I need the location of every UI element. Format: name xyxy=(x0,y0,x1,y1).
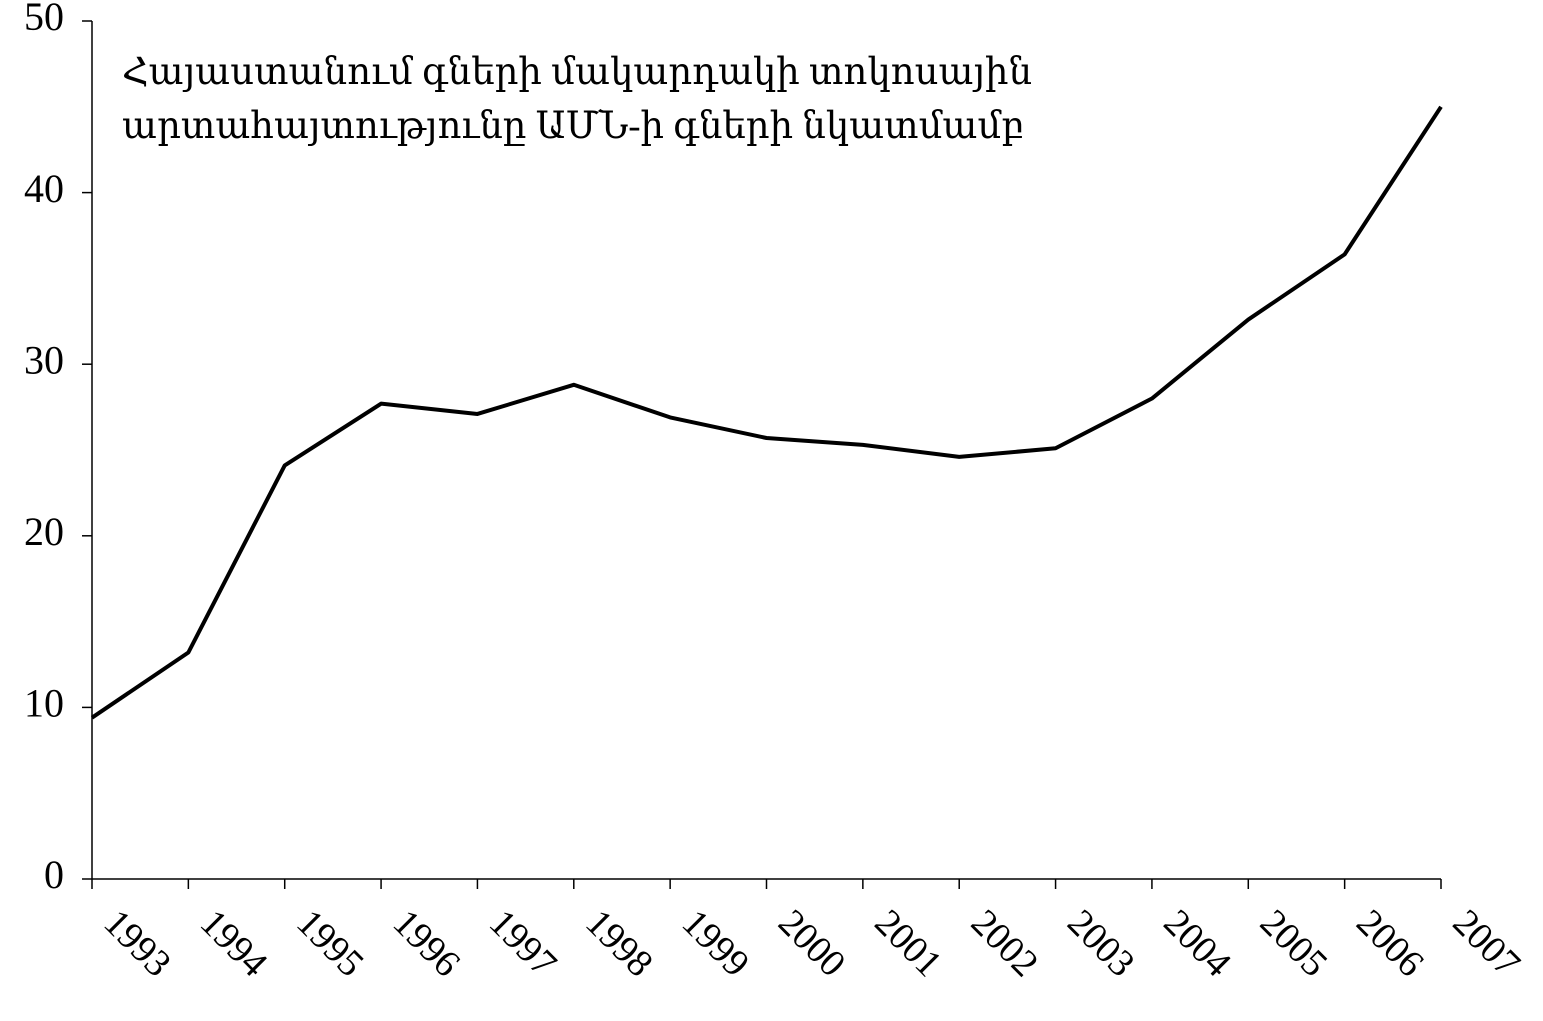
y-tick-label: 40 xyxy=(24,166,64,211)
x-tick-label: 1996 xyxy=(385,902,468,985)
x-tick-label: 2002 xyxy=(963,902,1046,985)
y-tick-label: 50 xyxy=(24,0,64,39)
x-tick-label: 1997 xyxy=(481,902,564,985)
y-tick-label: 10 xyxy=(24,681,64,726)
x-tick-label: 2007 xyxy=(1445,902,1528,985)
x-tick-label: 1998 xyxy=(577,902,660,985)
x-tick-label: 2006 xyxy=(1348,902,1431,985)
y-tick-label: 30 xyxy=(24,337,64,382)
x-tick-label: 1993 xyxy=(96,902,179,985)
annotation: Հայաստանում գների մակարդակի տոկոսային xyxy=(122,52,1032,93)
x-tick-label: 2001 xyxy=(866,902,949,985)
x-tick-label: 2004 xyxy=(1156,902,1239,985)
x-tick-label: 1995 xyxy=(288,902,371,985)
line xyxy=(90,105,1443,720)
x-tick-label: 1999 xyxy=(674,902,757,985)
y-tick-label: 20 xyxy=(24,509,64,554)
x-tick-label: 2005 xyxy=(1252,902,1335,985)
y-tick-label: 0 xyxy=(44,852,64,897)
x-tick-label: 2003 xyxy=(1059,902,1142,985)
x-tick-label: 2000 xyxy=(770,902,853,985)
annotation: արտահայտությունը ԱՄՆ-ի գների նկատմամբ xyxy=(122,106,1024,147)
x-tick-label: 1994 xyxy=(192,902,275,985)
